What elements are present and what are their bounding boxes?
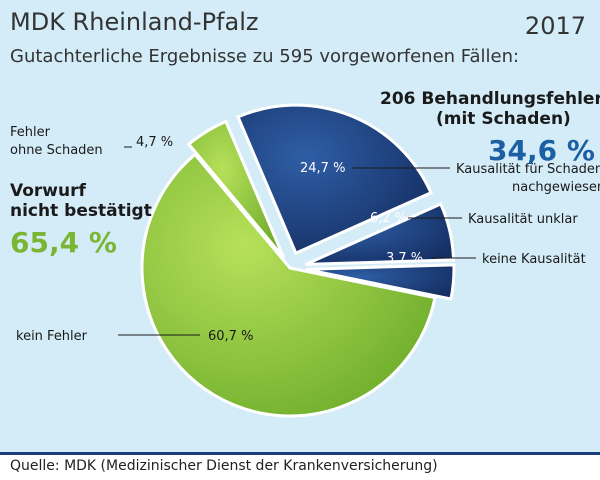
pie-slice-kausalit-t-f-r-schaden-nachgewiesen [236,103,433,256]
pie-slice-fehler-ohne-schaden [186,119,286,259]
group-percent-behandlungsfehler: 34,6 % [488,134,595,167]
slice-label-kein-fehler: kein Fehler [16,329,88,344]
pie-slice-kein-fehler [140,152,437,418]
slice-label-fehler-ohne-schaden-2: ohne Schaden [10,143,103,158]
slice-label-kausalit-t-f-r-schaden-nachgewiesen-2: nachgewiesen [512,180,600,195]
group-label-nicht-bestaetigt-1: Vorwurf [10,181,86,201]
pie-chart: 24,7 % Kausalität für Schaden nachgewiesen… [10,89,600,418]
value-label-kausalit-t-f-r-schaden-nachgewiesen: 24,7 % [300,161,345,176]
value-label-fehler-ohne-schaden: 4,7 % [136,135,173,150]
group-label-behandlungsfehler-1: 206 Behandlungsfehler [380,89,600,109]
slice-label-kausalit-t-unklar: Kausalität unklar [468,212,578,227]
group-label-nicht-bestaetigt-2: nicht bestätigt [10,201,152,221]
pie-slice-kausalit-t-unklar [304,202,456,266]
footer-rule [0,452,600,455]
value-label-keine-kausalit-t: 3,7 % [386,251,423,266]
chart-year: 2017 [524,12,586,40]
chart-title: MDK Rheinland-Pfalz [10,8,259,36]
value-label-kein-fehler: 60,7 % [208,329,253,344]
slice-label-keine-kausalit-t: keine Kausalität [482,252,586,267]
group-percent-nicht-bestaetigt: 65,4 % [10,226,117,259]
group-label-behandlungsfehler-2: (mit Schaden) [436,109,571,129]
chart-subtitle: Gutachterliche Ergebnisse zu 595 vorgewo… [10,46,520,67]
slice-label-fehler-ohne-schaden-1: Fehler [10,125,51,140]
slice-label-kausalit-t-f-r-schaden-nachgewiesen-1: Kausalität für Schaden [456,162,600,177]
value-label-kausalit-t-unklar: 6,2 % [370,211,407,226]
source-note: Quelle: MDK (Medizinischer Dienst der Kr… [10,458,438,474]
pie-slice-keine-kausalit-t [305,263,456,301]
